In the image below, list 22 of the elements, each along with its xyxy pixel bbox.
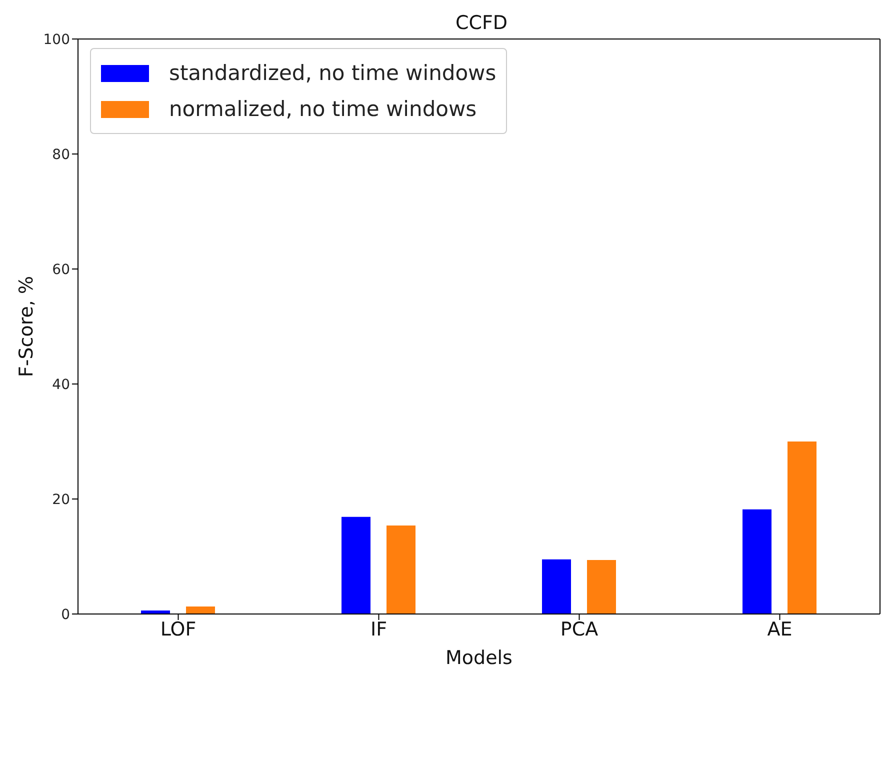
x-tick-label: PCA (560, 618, 598, 640)
chart-title: CCFD (455, 12, 508, 34)
y-tick-label: 0 (61, 606, 70, 623)
legend-label: normalized, no time windows (169, 97, 477, 121)
x-axis-title: Models (446, 647, 512, 669)
x-tick-label: IF (370, 618, 388, 640)
x-tick-label: AE (767, 618, 792, 640)
bar (542, 559, 571, 614)
bar (342, 516, 370, 614)
y-tick-label: 60 (52, 262, 70, 278)
bar (587, 560, 616, 614)
y-tick-label: 40 (52, 376, 70, 393)
bar (186, 606, 215, 614)
bar (788, 442, 816, 614)
y-tick-label: 80 (52, 146, 70, 163)
bar (742, 509, 772, 614)
y-tick-label: 100 (43, 32, 70, 48)
y-tick-label: 20 (52, 492, 70, 508)
bar (386, 525, 416, 614)
y-axis-title: F-Score, % (16, 276, 38, 378)
legend-label: standardized, no time windows (169, 61, 496, 85)
x-tick-label: LOF (160, 618, 196, 640)
